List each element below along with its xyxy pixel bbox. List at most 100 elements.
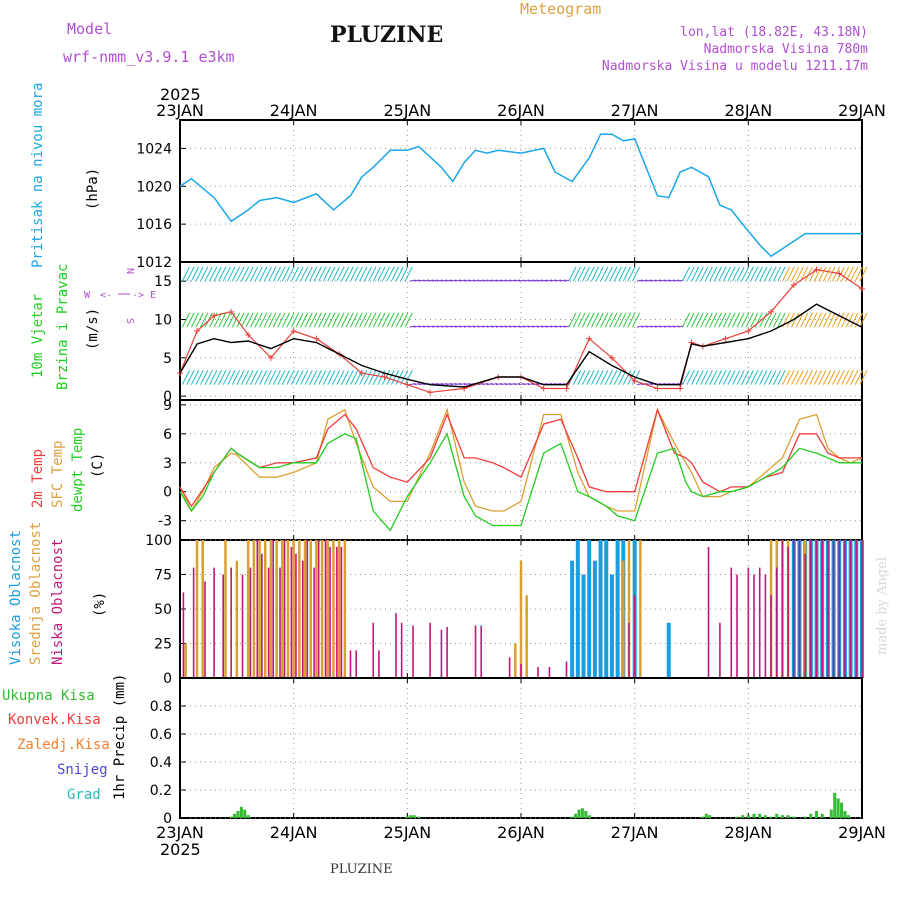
wind-barb [495,279,502,282]
wind-panel: 0 5 10 15 [154,261,868,405]
wind-barb [731,312,741,328]
precip-bar [786,815,790,818]
wind-barb [804,370,813,385]
y-tick-label: 0 [163,389,172,405]
wind-barb [295,312,304,328]
wind-barb [477,325,484,328]
wind-barb [318,266,327,282]
cloud-bar [707,546,710,678]
wind-barb [340,312,350,328]
y-tick-label: 15 [154,274,172,290]
y-tick-label: 10 [154,313,172,329]
wind-barb [709,266,718,282]
wind-barb [841,266,850,282]
wind-barb [390,266,400,282]
precip-bar [243,809,247,818]
year-bottom: 2025 [160,840,201,859]
cloud-bar [241,574,244,678]
cloud-bar [349,650,352,678]
wind-barb [559,325,566,328]
wind-barb [418,279,425,282]
wind-barb [795,370,804,385]
wind-barb [340,266,350,282]
wind-barb [368,312,377,328]
wind-barb [763,370,772,385]
precip-bar [233,813,237,818]
wind-barb [227,266,236,282]
wind-barb [627,266,636,282]
wind-barb [832,266,841,282]
cloud-bar [627,540,631,678]
wind-barb [236,370,245,385]
wind-barb [381,266,391,282]
precip-bar [820,813,824,818]
cloud-bar [474,625,477,678]
wind-barb [404,312,413,328]
wind-barb [318,370,327,385]
cloud-bar [804,553,806,678]
compass-w: W [84,290,91,301]
wind-barb [331,266,341,282]
pressure-label: Pritisak na nivou mora [30,83,46,268]
wind-barb [586,312,595,328]
wind-barb [473,279,480,282]
model-elevation-info: Nadmorska Visina u modelu 1211.17m [601,59,868,74]
gust-marker [654,385,661,392]
wind-barb [482,325,489,328]
compass-n: N [124,268,135,274]
y-tick-label: 5 [163,351,172,367]
date-label-top: 23JAN [156,101,204,120]
wind-barb [372,266,381,282]
wind-barb [200,312,209,328]
wind-barb [822,266,832,282]
wind-barb [673,325,680,328]
cloud-bar [861,540,863,678]
wind-label-2: Brzina i Pravac [55,264,71,390]
cloud-bar [192,567,195,678]
date-label-top: 27JAN [611,101,659,120]
wind-barb [304,266,313,282]
wind-barb [745,370,754,385]
wind-barb [768,312,777,328]
wind-barb [245,370,254,385]
wind-barb [436,279,443,282]
cloud-bar [508,657,511,678]
date-label-bottom: 24JAN [270,823,318,842]
wind-barb [464,325,471,328]
wind-barb [809,370,818,385]
wind-barb [845,370,854,385]
wind-barb [445,325,452,328]
date-label-bottom: 23JAN [156,823,204,842]
gust-marker [228,308,235,315]
wind-barb [763,266,772,282]
y-tick-label: 1020 [136,179,172,195]
wind-barb [181,370,190,385]
wind-barb [400,312,409,328]
precip-bar [704,813,708,818]
cloud-bar [295,553,297,678]
wind-barb [277,266,286,282]
wind-barb [581,266,591,282]
wind-barb [604,370,613,385]
wind-barb [700,266,709,282]
wind-barb [277,370,286,385]
wind-barb [622,266,632,282]
cloud-bar [520,664,522,678]
date-label-bottom: 26JAN [497,823,545,842]
wind-barb [309,266,318,282]
wind-barb [504,325,512,328]
cloud-bar [565,661,568,678]
wind-barb [359,312,368,328]
y-tick-label: 50 [154,602,172,618]
gust-marker [790,282,797,288]
wind-barb [390,312,400,328]
gust-marker [245,331,252,338]
wind-barb [591,370,600,385]
wind-barb [713,266,722,282]
wind-barb [254,266,263,282]
wind-barb [704,266,713,282]
elevation-info: Nadmorska Visina 780m [703,42,868,57]
wind-barb [659,279,666,282]
wind-barb [218,266,227,282]
wind-barb [586,370,595,385]
